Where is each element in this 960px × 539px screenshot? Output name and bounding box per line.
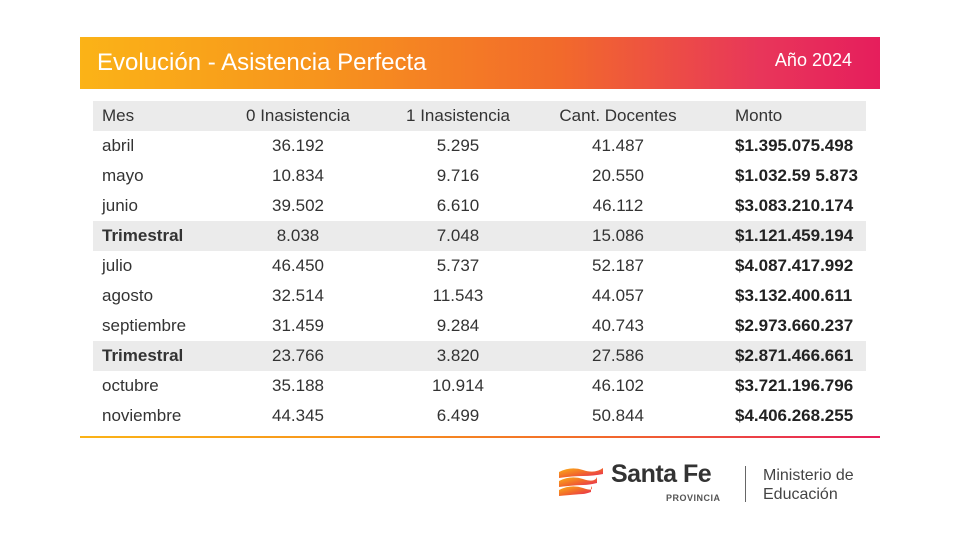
header-banner: Evolución - Asistencia Perfecta Año 2024: [80, 37, 880, 89]
table-row: agosto 32.514 11.543 44.057 $3.132.400.611: [93, 281, 866, 311]
cell-cant-docentes: 52.187: [592, 256, 644, 275]
cell-monto: $2.871.466.661: [735, 346, 854, 365]
cell-mes: julio: [102, 256, 133, 275]
cell-mes: mayo: [102, 166, 144, 185]
cell-monto: $3.132.400.611: [735, 286, 853, 305]
cell-monto: $2.973.660.237: [735, 316, 854, 335]
cell-monto: $4.406.268.255: [735, 406, 854, 425]
ministry-line-2: Educación: [763, 486, 838, 503]
column-header-0-inasistencia: 0 Inasistencia: [246, 106, 350, 125]
cell-0-inasistencia: 35.188: [272, 376, 324, 395]
cell-0-inasistencia: 36.192: [272, 136, 324, 155]
cell-mes: junio: [102, 196, 138, 215]
ministry-name: Ministerio de Educación: [763, 466, 854, 504]
cell-1-inasistencia: 5.737: [436, 256, 480, 275]
cell-monto: $1.032.59 5.873: [735, 166, 858, 185]
year-label: Año 2024: [774, 50, 852, 70]
cell-monto: $4.087.417.992: [735, 256, 854, 275]
cell-1-inasistencia: 9.716: [436, 166, 480, 185]
cell-0-inasistencia: 10.834: [272, 166, 324, 185]
footer-separator: [745, 466, 746, 502]
cell-0-inasistencia: 8.038: [276, 226, 320, 245]
column-header-1-inasistencia: 1 Inasistencia: [406, 106, 510, 125]
table-row: julio 46.450 5.737 52.187 $4.087.417.992: [93, 251, 866, 281]
table-row: noviembre 44.345 6.499 50.844 $4.406.268.255: [93, 401, 866, 431]
cell-1-inasistencia: 3.820: [436, 346, 480, 365]
cell-cant-docentes: 46.102: [592, 376, 644, 395]
cell-mes: septiembre: [102, 316, 187, 335]
footer-divider: [80, 436, 880, 438]
table-row: octubre 35.188 10.914 46.102 $3.721.196.796: [93, 371, 866, 401]
ministry-line-1: Ministerio de: [763, 467, 854, 484]
cell-0-inasistencia: 32.514: [272, 286, 324, 305]
cell-1-inasistencia: 6.610: [436, 196, 480, 215]
cell-monto: $1.121.459.194: [735, 226, 854, 245]
cell-mes: Trimestral: [102, 226, 184, 245]
table-header-row: Mes 0 Inasistencia 1 Inasistencia Cant. …: [93, 101, 866, 131]
cell-cant-docentes: 46.112: [592, 196, 644, 215]
table-row: junio 39.502 6.610 46.112 $3.083.210.174: [93, 191, 866, 221]
table-row: septiembre 31.459 9.284 40.743 $2.973.660.23…: [93, 311, 866, 341]
cell-mes: noviembre: [102, 406, 182, 425]
cell-0-inasistencia: 31.459: [272, 316, 324, 335]
cell-1-inasistencia: 7.048: [436, 226, 480, 245]
cell-0-inasistencia: 46.450: [272, 256, 324, 275]
cell-monto: $3.721.196.796: [735, 376, 854, 395]
santa-fe-logo-icon: [559, 468, 603, 496]
cell-1-inasistencia: 6.499: [436, 406, 480, 425]
cell-cant-docentes: 27.586: [592, 346, 644, 365]
page-title: Evolución - Asistencia Perfecta: [97, 49, 427, 76]
brand-subtitle: PROVINCIA: [666, 493, 721, 503]
cell-cant-docentes: 40.743: [592, 316, 644, 335]
cell-0-inasistencia: 39.502: [272, 196, 324, 215]
cell-1-inasistencia: 5.295: [436, 136, 480, 155]
cell-mes: octubre: [102, 376, 159, 395]
cell-monto: $1.395.075.498: [735, 136, 854, 155]
table-row-trimestral: Trimestral 8.038 7.048 15.086 $1.121.459.194: [93, 221, 866, 251]
asistencia-table: Mes 0 Inasistencia 1 Inasistencia Cant. …: [93, 101, 866, 431]
table-row: abril 36.192 5.295 41.487 $1.395.075.498: [93, 131, 866, 161]
cell-1-inasistencia: 10.914: [432, 376, 484, 395]
table-row: mayo 10.834 9.716 20.550 $1.032.59 5.873: [93, 161, 866, 191]
column-header-cant-docentes: Cant. Docentes: [559, 106, 677, 125]
cell-0-inasistencia: 23.766: [272, 346, 324, 365]
table-row-trimestral: Trimestral 23.766 3.820 27.586 $2.871.466.66…: [93, 341, 866, 371]
cell-cant-docentes: 20.550: [592, 166, 644, 185]
cell-cant-docentes: 15.086: [592, 226, 644, 245]
cell-0-inasistencia: 44.345: [272, 406, 324, 425]
cell-cant-docentes: 50.844: [592, 406, 644, 425]
cell-cant-docentes: 44.057: [592, 286, 644, 305]
column-header-mes: Mes: [102, 106, 135, 125]
cell-mes: agosto: [102, 286, 154, 305]
brand-name: Santa Fe: [611, 460, 712, 488]
cell-1-inasistencia: 9.284: [436, 316, 480, 335]
cell-1-inasistencia: 11.543: [432, 286, 484, 305]
cell-monto: $3.083.210.174: [735, 196, 854, 215]
cell-mes: Trimestral: [102, 346, 184, 365]
cell-mes: abril: [102, 136, 135, 155]
column-header-monto: Monto: [735, 106, 783, 125]
cell-cant-docentes: 41.487: [592, 136, 644, 155]
